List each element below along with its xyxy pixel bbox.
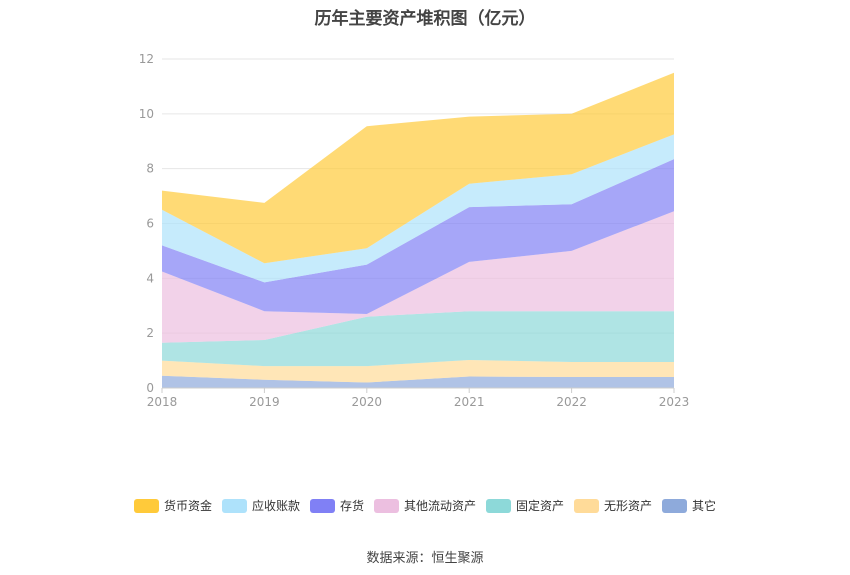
area-其它 [162, 375, 674, 388]
x-tick-label: 2023 [659, 395, 690, 409]
legend-label: 货币资金 [163, 499, 212, 513]
legend-swatch [133, 498, 159, 513]
y-tick-label: 0 [146, 381, 154, 395]
legend-swatch [221, 498, 247, 513]
y-tick-label: 8 [146, 162, 154, 176]
legend-item-fixed-assets[interactable]: 固定资产 [486, 497, 564, 514]
chart-title: 历年主要资产堆积图（亿元） [314, 9, 536, 29]
legend: 货币资金 应收账款 存货 其他流动资产 固定资产 无形资产 其它 [0, 497, 850, 514]
stacked-area-chart: 0 2 4 6 8 10 12 2018 2019 2020 2021 2022 2023 [139, 52, 690, 409]
legend-label: 其他流动资产 [403, 499, 476, 513]
y-tick-label: 2 [146, 326, 154, 340]
legend-item-other[interactable]: 其它 [662, 497, 716, 514]
legend-item-cash[interactable]: 货币资金 [133, 497, 212, 514]
data-source: 数据来源：恒生聚源 [366, 551, 484, 566]
legend-swatch [574, 498, 600, 513]
legend-label: 应收账款 [251, 499, 300, 513]
legend-item-inventory[interactable]: 存货 [309, 497, 364, 514]
legend-item-other-current-assets[interactable]: 其他流动资产 [373, 497, 476, 514]
legend-label: 其它 [692, 499, 717, 513]
x-tick-label: 2022 [556, 395, 587, 409]
legend-swatch [373, 498, 399, 513]
x-tick-label: 2020 [352, 395, 383, 409]
y-tick-label: 4 [146, 271, 154, 285]
y-tick-label: 6 [146, 217, 154, 231]
x-tick-label: 2021 [454, 395, 485, 409]
legend-item-intangible-assets[interactable]: 无形资产 [574, 497, 652, 514]
y-tick-label: 12 [139, 52, 154, 66]
area-无形资产 [162, 360, 674, 383]
area-货币资金 [162, 72, 674, 264]
y-tick-label: 10 [139, 107, 154, 121]
legend-item-receivables[interactable]: 应收账款 [221, 497, 300, 514]
x-tick-label: 2019 [249, 395, 280, 409]
legend-swatch [486, 498, 511, 513]
legend-label: 无形资产 [604, 499, 653, 513]
legend-label: 固定资产 [516, 499, 565, 513]
legend-swatch [662, 498, 688, 513]
area-其他流动资产 [162, 211, 674, 343]
area-存货 [162, 159, 674, 314]
legend-label: 存货 [339, 499, 364, 513]
area-固定资产 [162, 311, 674, 367]
legend-swatch [309, 498, 335, 513]
x-tick-label: 2018 [147, 395, 178, 409]
